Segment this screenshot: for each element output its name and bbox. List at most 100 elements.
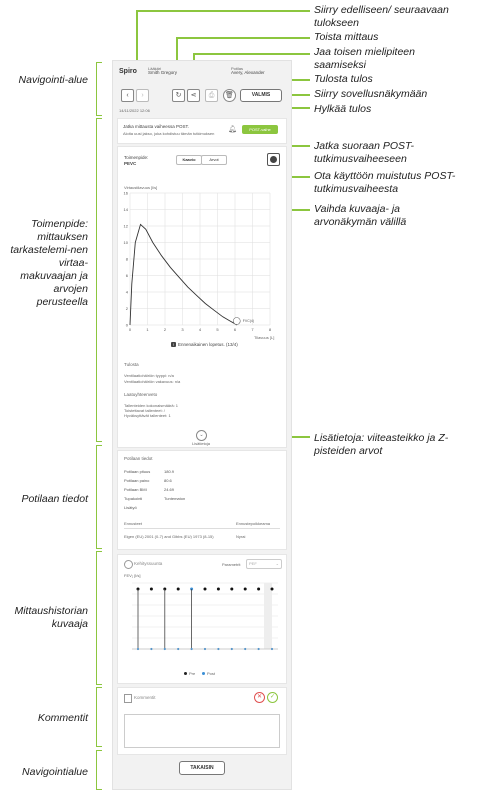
print-button[interactable]: ⎙ bbox=[205, 89, 218, 102]
y-tick-label: 12 bbox=[124, 224, 129, 229]
tab-graph[interactable]: Kaavio bbox=[176, 155, 202, 165]
post-phase-button[interactable]: POST-vaihe bbox=[242, 125, 278, 134]
bell-icon[interactable]: 🔔︎ bbox=[228, 126, 237, 133]
history-point bbox=[216, 587, 220, 591]
post-title: Jatka mittausta vaiheessa POST. bbox=[123, 124, 190, 129]
done-button[interactable]: VALMIS bbox=[240, 89, 282, 102]
comment-icon bbox=[124, 694, 132, 703]
legend-post-dot bbox=[202, 672, 205, 675]
x-tick-label: 0 bbox=[129, 327, 132, 332]
x-tick-label: 6 bbox=[234, 327, 237, 332]
bracket-patient bbox=[96, 445, 102, 549]
phone-screen: Spiro Lääkäri Smith Gregory Potilas Aver… bbox=[112, 60, 292, 790]
y-tick-label: 8 bbox=[126, 257, 129, 262]
quality-title: Laatuyhteenveto bbox=[124, 392, 158, 397]
y-tick-label: 14 bbox=[124, 207, 129, 212]
annotation-history: Mittaushistorian kuvaaja bbox=[14, 605, 88, 630]
operator-name: Smith Gregory bbox=[148, 70, 178, 75]
pred-divider bbox=[124, 528, 280, 529]
y-tick-label: 2 bbox=[126, 306, 129, 311]
fvc-marker bbox=[232, 317, 241, 325]
repeat-measurement-button[interactable]: ↻ bbox=[172, 89, 185, 102]
patient-row-value: Tuntematon bbox=[164, 496, 186, 501]
y-tick-label: 4 bbox=[126, 290, 129, 295]
patient-row: Potilaan BMI 24.69 bbox=[124, 487, 274, 492]
app-view-icon[interactable] bbox=[267, 153, 280, 166]
patient-title: Potilaan tiedot bbox=[124, 456, 153, 461]
next-result-button[interactable]: › bbox=[136, 89, 149, 102]
x-tick-label: 1 bbox=[146, 327, 149, 332]
x-tick-label: 7 bbox=[251, 327, 254, 332]
history-clock-icon bbox=[124, 560, 133, 569]
leader-prev-next-v bbox=[136, 10, 138, 88]
annotation-toggle-view: Vaihda kuvaaja- ja arvonäkymän välillä bbox=[314, 203, 407, 228]
patient-card: Potilaan tiedot Potilaan pituus 180.9 Poti… bbox=[117, 450, 287, 550]
patient-row: Tupakointi Tuntematon bbox=[124, 496, 274, 501]
history-point bbox=[203, 587, 207, 591]
annotation-procedure: Toimenpide: mittauksen tarkastelemi-nen … bbox=[10, 218, 88, 308]
quality-line2: Toistettavat tallenteet: / bbox=[124, 408, 165, 413]
history-point bbox=[257, 587, 261, 591]
results-title: Tulosta bbox=[124, 362, 139, 367]
history-highlight bbox=[264, 583, 272, 649]
annotation-app-view: Siirry sovellusnäkymään bbox=[314, 88, 428, 100]
fvc-marker-label: FVC(4) bbox=[243, 319, 254, 323]
comments-card: Kommentit ✕ ✓ bbox=[117, 687, 287, 755]
results-line1: Ventilaatiohäiriön tyyppi: n/a bbox=[124, 373, 174, 378]
leader-repeat bbox=[176, 37, 310, 39]
x-tick-label: 5 bbox=[216, 327, 219, 332]
history-unit: FEV₁ [l/s] bbox=[124, 573, 141, 578]
history-chart bbox=[132, 582, 278, 651]
annotation-reject: Hylkää tulos bbox=[314, 103, 372, 115]
measurement-card: Toimenpide: PEVC Kaavio Arvot Virtaustil… bbox=[117, 146, 287, 448]
param-value: PEF bbox=[249, 561, 257, 566]
app-title: Spiro bbox=[119, 68, 137, 75]
annotation-comments: Kommentit bbox=[37, 712, 88, 724]
expand-more-button[interactable]: ⌄ bbox=[196, 430, 207, 441]
quality-line1: Tallenteiden kokonaismäärä: 1 bbox=[124, 403, 179, 408]
tab-values[interactable]: Arvot bbox=[201, 155, 227, 165]
y-tick-label: 0 bbox=[126, 323, 129, 328]
annotation-post-reminder: Ota käyttöön muistutus POST-tutkimusvaih… bbox=[314, 170, 456, 195]
patient-name: Avery, Alexander bbox=[231, 70, 265, 75]
back-button[interactable]: TAKAISIN bbox=[179, 761, 225, 775]
more-info-label: Lisätietoja bbox=[192, 441, 211, 446]
chevron-down-icon: ⌄ bbox=[275, 561, 279, 566]
end-label: Ennenaikainen lopetus. (13/4) bbox=[178, 342, 238, 347]
patient-row-key: Potilaan BMI bbox=[124, 487, 147, 492]
patient-row: Lisätyö bbox=[124, 505, 274, 510]
history-card: Kehityssuunta Parametrit PEF ⌄ FEV₁ [l/s… bbox=[117, 554, 287, 684]
post-card: Jatka mittausta vaiheessa POST. Aloita u… bbox=[117, 118, 287, 144]
patient-row-key: Tupakointi bbox=[124, 496, 143, 501]
warning-icon: ! bbox=[171, 342, 176, 347]
cancel-comment-icon[interactable]: ✕ bbox=[254, 692, 265, 703]
patient-row-value: 80.6 bbox=[164, 478, 172, 483]
procedure-label: Toimenpide: bbox=[124, 155, 149, 160]
param-select[interactable]: PEF ⌄ bbox=[246, 559, 282, 569]
share-button[interactable]: ⋖ bbox=[187, 89, 200, 102]
flow-volume-line bbox=[129, 223, 238, 326]
post-subtitle: Aloita uusi jakso, joka kohdistuu tämän … bbox=[123, 131, 215, 136]
y-tick-label: 10 bbox=[124, 240, 129, 245]
pred-ref-val: Nyrai bbox=[236, 534, 246, 539]
patient-row-value: 180.9 bbox=[164, 469, 175, 474]
annotation-nav-bottom: Navigointialue bbox=[22, 766, 88, 778]
annotation-more-info: Lisätietoja: viiteasteikko ja Z-pisteide… bbox=[314, 432, 449, 457]
prev-result-button[interactable]: ‹ bbox=[121, 89, 134, 102]
annotation-repeat: Toista mittaus bbox=[314, 31, 379, 43]
patient-row-key: Lisätyö bbox=[124, 505, 137, 510]
annotation-prev-next: Siirry edelliseen/ seuraavaan tulokseen bbox=[314, 4, 449, 29]
save-comment-icon[interactable]: ✓ bbox=[267, 692, 278, 703]
history-point bbox=[243, 587, 247, 591]
history-point bbox=[149, 587, 153, 591]
bracket-comments bbox=[96, 687, 102, 747]
leader-prev-next bbox=[136, 10, 310, 12]
history-point bbox=[270, 587, 274, 591]
comment-textarea[interactable] bbox=[124, 714, 280, 748]
leader-share bbox=[193, 53, 310, 55]
annotation-nav-area: Navigointi-alue bbox=[18, 74, 88, 86]
delete-result-button[interactable]: 🗑 bbox=[223, 89, 236, 102]
annotation-share: Jaa toisen mielipiteen saamiseksi bbox=[314, 46, 415, 71]
legend-pre-dot bbox=[184, 672, 187, 675]
bracket-nav-bottom bbox=[96, 750, 102, 790]
